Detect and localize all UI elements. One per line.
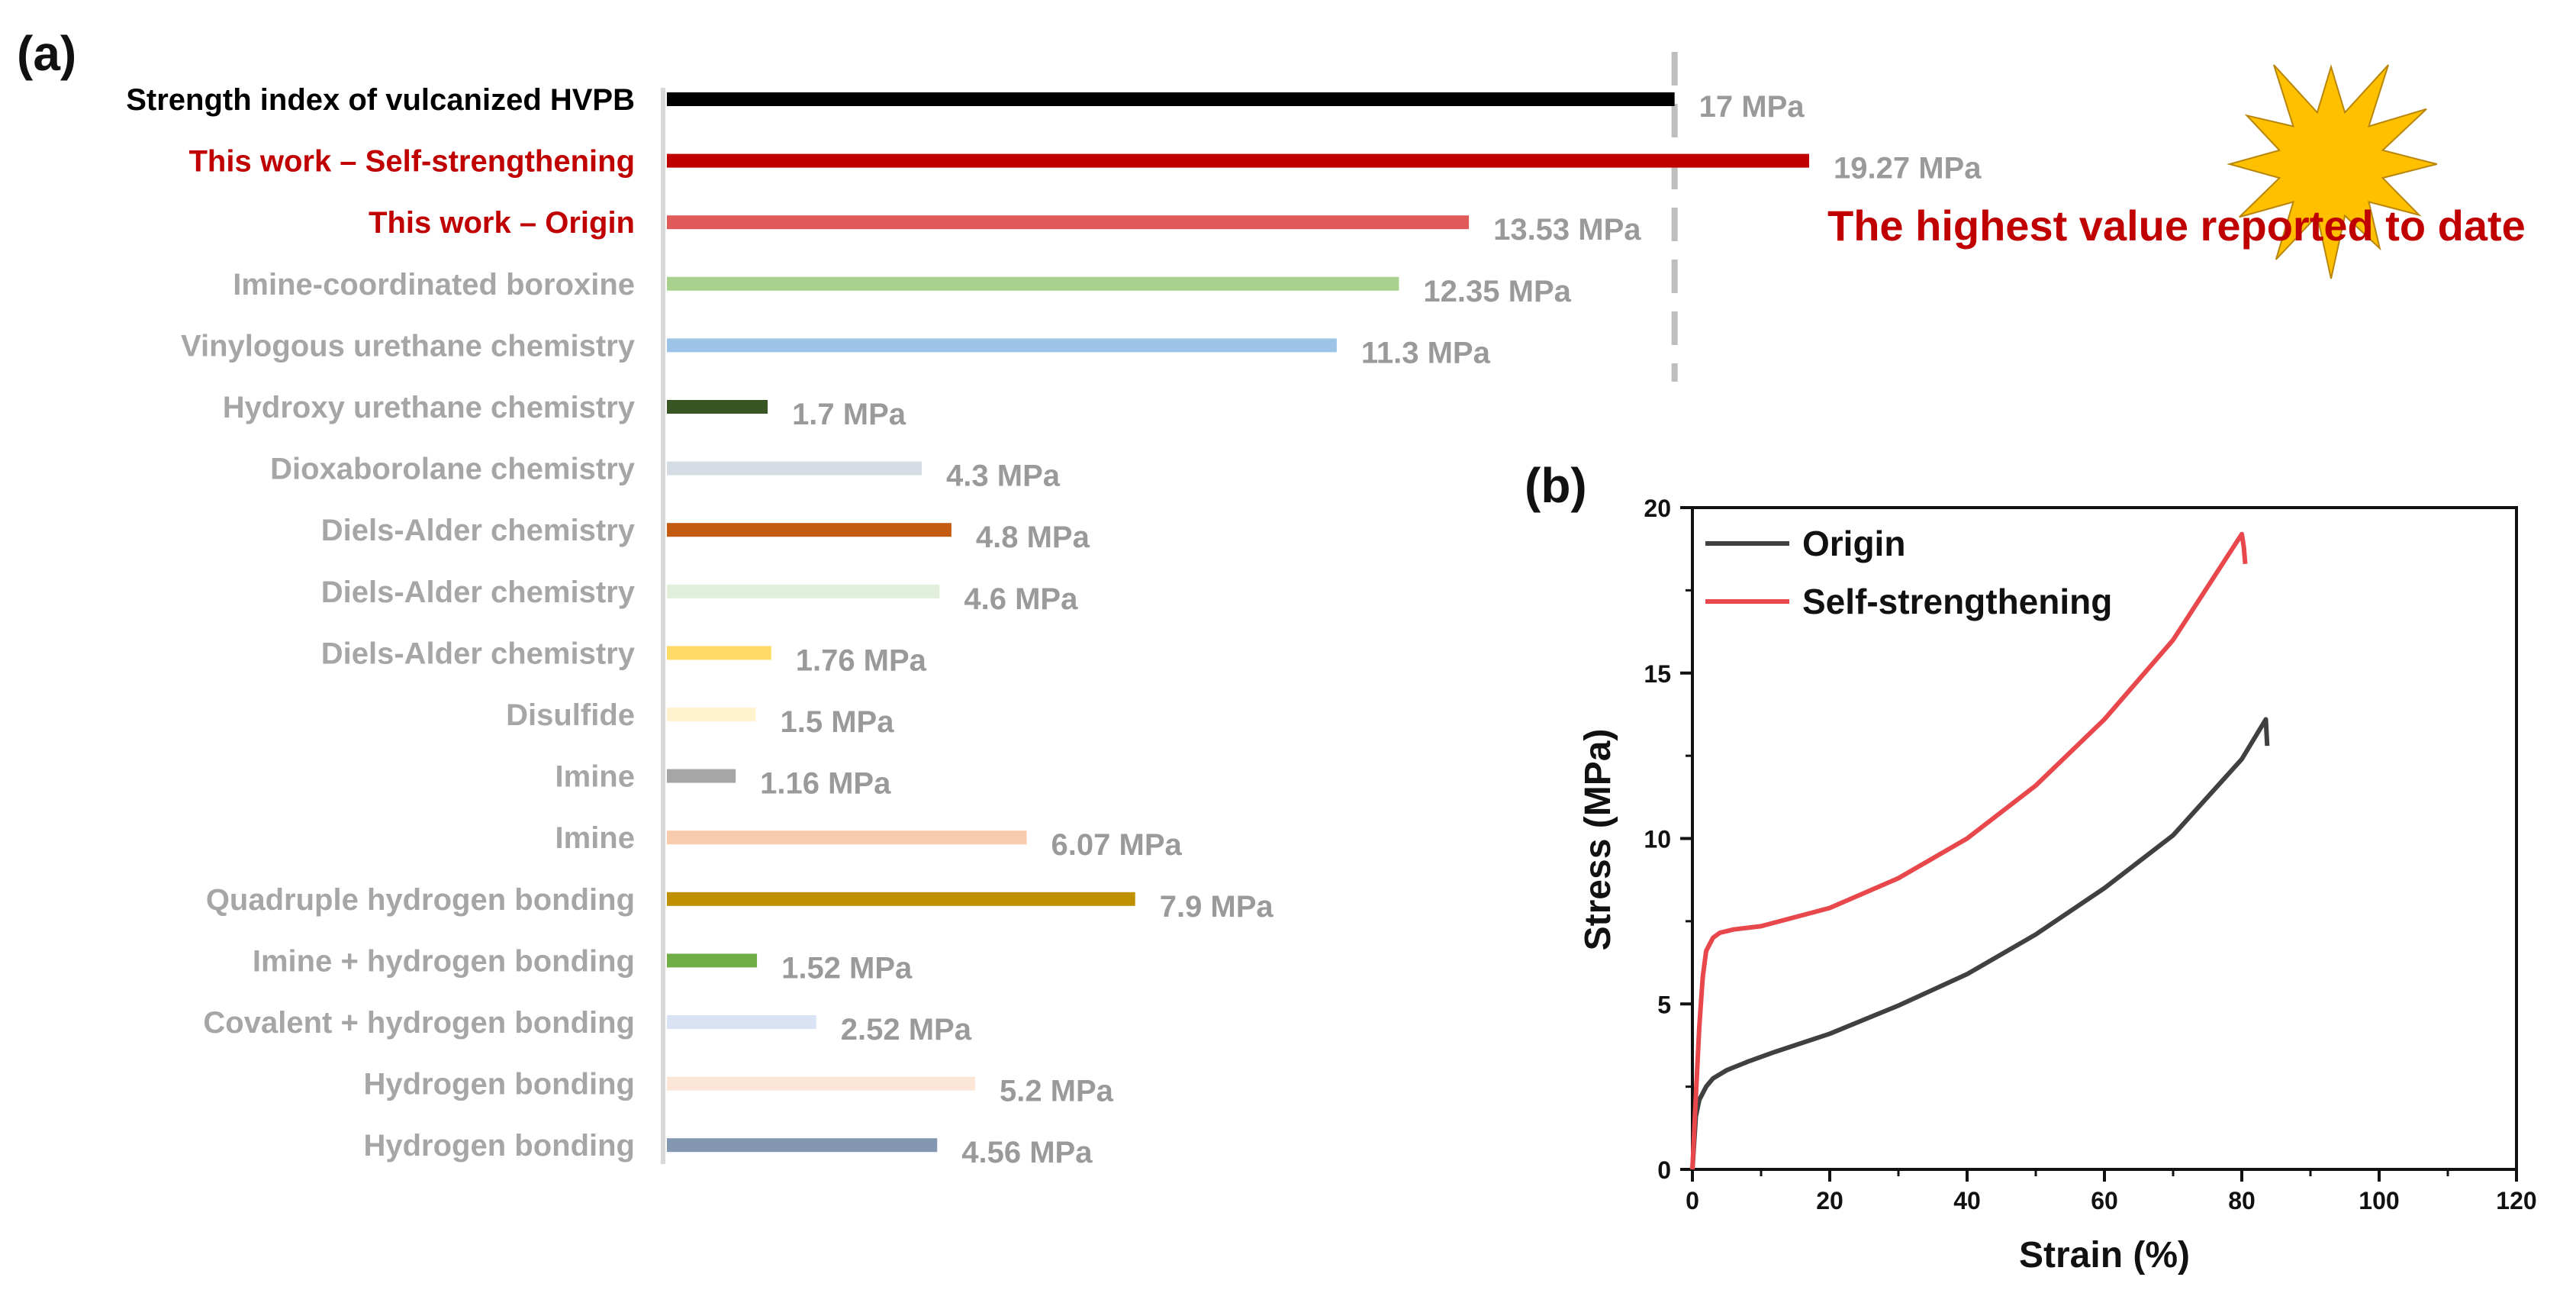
bar xyxy=(667,584,940,598)
panel-a: (a) Strength index of vulcanized HVPB 17 … xyxy=(17,26,2526,1169)
y-tick-label: 10 xyxy=(1644,826,1671,853)
category-label: Diels-Alder chemistry xyxy=(321,576,636,609)
series-line xyxy=(1690,531,2248,1170)
bar xyxy=(667,338,1337,353)
value-label: 17 MPa xyxy=(1699,90,1805,124)
record-annotation: The highest value reported to date xyxy=(1827,202,2526,250)
y-tick-label: 15 xyxy=(1644,660,1671,688)
bar xyxy=(667,830,1027,845)
value-label: 1.7 MPa xyxy=(792,398,906,431)
x-tick-label: 20 xyxy=(1816,1187,1843,1214)
category-label: Quadruple hydrogen bonding xyxy=(206,883,635,917)
x-tick-label: 120 xyxy=(2496,1187,2536,1214)
category-label: Vinylogous urethane chemistry xyxy=(181,329,636,363)
category-label: Imine-coordinated boroxine xyxy=(233,268,635,302)
category-label: Hydrogen bonding xyxy=(363,1129,635,1163)
category-label: This work – Self-strengthening xyxy=(188,145,635,179)
value-label: 11.3 MPa xyxy=(1361,336,1491,369)
category-label: Imine xyxy=(555,821,635,855)
bar xyxy=(667,953,758,968)
category-label: Diels-Alder chemistry xyxy=(321,514,636,547)
y-tick-label: 0 xyxy=(1657,1156,1671,1184)
panel-b: (b) 0 20 40 60 80 100 120 0 5 10 15 20 Strain (%) S… xyxy=(1525,458,2537,1275)
value-label: 19.27 MPa xyxy=(1834,152,1982,185)
category-label: Covalent + hydrogen bonding xyxy=(203,1006,635,1040)
value-label: 4.56 MPa xyxy=(961,1136,1093,1169)
bar xyxy=(667,215,1470,230)
category-label: Diels-Alder chemistry xyxy=(321,637,636,670)
bar xyxy=(667,1076,975,1091)
bar xyxy=(667,461,923,476)
x-tick-label: 60 xyxy=(2091,1187,2118,1214)
category-label: This work – Origin xyxy=(369,206,635,240)
category-label: Disulfide xyxy=(506,698,635,732)
bar xyxy=(667,92,1675,106)
bar xyxy=(667,892,1135,906)
value-label: 1.52 MPa xyxy=(781,951,913,985)
legend-label-self-strengthening: Self-strengthening xyxy=(1802,582,2112,621)
axis-ticks: 0 20 40 60 80 100 120 0 5 10 15 20 xyxy=(1644,495,2536,1214)
value-label: 1.5 MPa xyxy=(781,705,895,739)
bar xyxy=(667,769,736,783)
category-label: Hydrogen bonding xyxy=(363,1068,635,1101)
y-axis-title: Stress (MPa) xyxy=(1578,729,1618,951)
category-label: Dioxaborolane chemistry xyxy=(270,453,636,486)
value-label: 4.6 MPa xyxy=(964,582,1078,616)
x-tick-label: 40 xyxy=(1953,1187,1981,1214)
value-label: 5.2 MPa xyxy=(1000,1075,1114,1108)
series-line xyxy=(1690,717,2270,1170)
value-label: 7.9 MPa xyxy=(1160,890,1274,924)
bar xyxy=(667,1015,816,1029)
series-lines xyxy=(1690,531,2270,1170)
value-label: 1.76 MPa xyxy=(796,643,927,677)
value-label: 13.53 MPa xyxy=(1493,213,1641,247)
category-label: Strength index of vulcanized HVPB xyxy=(126,83,635,117)
value-label: 1.16 MPa xyxy=(760,767,891,801)
bar xyxy=(667,153,1809,168)
value-label: 2.52 MPa xyxy=(841,1013,972,1047)
x-axis-title: Strain (%) xyxy=(2019,1235,2190,1275)
y-tick-label: 5 xyxy=(1657,991,1671,1018)
x-tick-label: 0 xyxy=(1686,1187,1699,1214)
x-tick-label: 100 xyxy=(2359,1187,2399,1214)
bar xyxy=(667,523,952,537)
bar xyxy=(667,1138,938,1153)
legend-label-origin: Origin xyxy=(1802,524,1905,563)
value-label: 12.35 MPa xyxy=(1423,275,1571,308)
panel-a-label: (a) xyxy=(17,26,76,81)
starburst-icon xyxy=(2227,64,2438,279)
bars-group: Strength index of vulcanized HVPB 17 MPa T… xyxy=(126,83,1982,1169)
bar xyxy=(667,708,756,721)
value-label: 6.07 MPa xyxy=(1051,828,1183,862)
category-label: Imine + hydrogen bonding xyxy=(253,944,635,978)
bar xyxy=(667,646,771,660)
x-tick-label: 80 xyxy=(2228,1187,2256,1214)
value-label: 4.8 MPa xyxy=(976,521,1090,554)
category-label: Hydroxy urethane chemistry xyxy=(223,391,636,424)
bar xyxy=(667,400,768,414)
value-label: 4.3 MPa xyxy=(946,460,1061,493)
legend: Origin Self-strengthening xyxy=(1705,524,2112,621)
category-label: Imine xyxy=(555,760,635,794)
y-tick-label: 20 xyxy=(1644,495,1671,522)
panel-b-label: (b) xyxy=(1525,458,1587,513)
bar xyxy=(667,276,1399,291)
